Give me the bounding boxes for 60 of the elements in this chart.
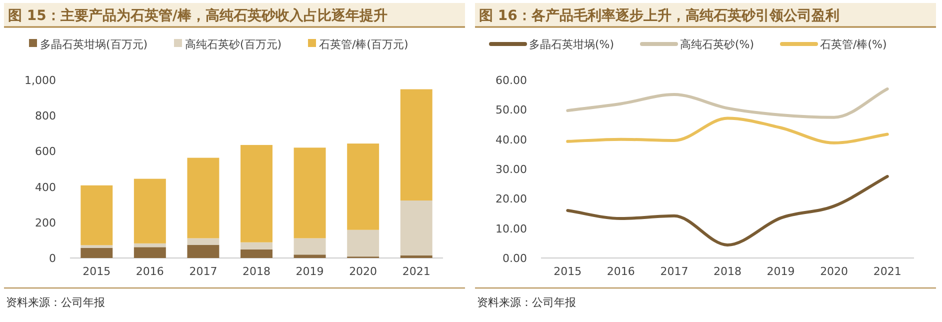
bar bbox=[80, 248, 113, 258]
bar bbox=[400, 255, 432, 258]
bar bbox=[240, 242, 272, 250]
bar bbox=[134, 178, 166, 244]
bar bbox=[240, 249, 272, 258]
bar bbox=[134, 247, 166, 258]
x-tick-label: 2016 bbox=[136, 265, 164, 278]
x-tick-label: 2019 bbox=[766, 265, 795, 278]
bar bbox=[400, 89, 432, 201]
legend-label: 多晶石英坩埚(百万元) bbox=[40, 38, 148, 51]
y-tick-label: 0 bbox=[49, 252, 56, 265]
y-tick-label: 1,000 bbox=[24, 74, 56, 87]
bar bbox=[134, 243, 166, 248]
text: 资料来源：公司年报 bbox=[477, 296, 576, 309]
y-tick-label: 400 bbox=[35, 180, 56, 194]
x-tick-label: 2020 bbox=[820, 265, 848, 278]
x-tick-label: 2015 bbox=[82, 265, 111, 278]
x-tick-label: 2017 bbox=[660, 265, 688, 278]
x-tick-label: 2021 bbox=[873, 265, 902, 278]
x-tick-label: 2015 bbox=[554, 265, 582, 278]
x-tick-label: 2017 bbox=[189, 265, 218, 278]
line-series bbox=[566, 174, 889, 246]
y-tick-label: 50.00 bbox=[496, 104, 527, 117]
line-series bbox=[566, 87, 889, 119]
y-tick-label: 10.00 bbox=[496, 222, 527, 236]
y-tick-label: 600 bbox=[35, 145, 56, 158]
bar bbox=[294, 254, 326, 258]
line-series bbox=[566, 116, 889, 144]
bar bbox=[240, 144, 272, 242]
x-tick-label: 2019 bbox=[296, 265, 324, 278]
bar bbox=[187, 244, 220, 258]
y-tick-label: 800 bbox=[35, 110, 56, 123]
bar bbox=[294, 148, 326, 238]
legend-label: 石英管/棒(百万元) bbox=[319, 38, 408, 51]
legend-label: 石英管/棒(%) bbox=[820, 38, 887, 51]
x-tick-label: 2018 bbox=[242, 265, 270, 278]
y-tick-label: 60.00 bbox=[496, 74, 527, 87]
legend-label: 多晶石英坩埚(%) bbox=[529, 38, 614, 51]
legend-label: 高纯石英砂(%) bbox=[680, 38, 754, 51]
y-tick-label: 30.00 bbox=[496, 163, 527, 176]
bar bbox=[400, 200, 432, 256]
x-tick-label: 2020 bbox=[349, 265, 378, 278]
bar bbox=[347, 230, 380, 257]
bar bbox=[347, 144, 380, 230]
y-tick-label: 40.00 bbox=[496, 133, 527, 146]
x-tick-label: 2018 bbox=[714, 265, 742, 278]
x-tick-label: 2016 bbox=[606, 265, 635, 278]
x-tick-label: 2021 bbox=[402, 265, 430, 278]
bar bbox=[294, 238, 326, 255]
bar bbox=[187, 238, 220, 245]
y-tick-label: 0.00 bbox=[502, 252, 527, 265]
legend-label: 高纯石英砂(百万元) bbox=[185, 38, 282, 51]
chart-title: 图 16：各产品毛利率逐步上升，高纯石英砂引领公司盈利 bbox=[479, 7, 840, 24]
y-tick-label: 200 bbox=[35, 216, 56, 230]
bar bbox=[80, 245, 113, 248]
bar bbox=[80, 185, 113, 246]
text: 资料来源：公司年报 bbox=[6, 296, 105, 309]
chart-title: 图 15：主要产品为石英管/棒，高纯石英砂收入占比逐年提升 bbox=[8, 7, 388, 24]
y-tick-label: 20.00 bbox=[496, 192, 527, 206]
bar bbox=[187, 158, 220, 238]
